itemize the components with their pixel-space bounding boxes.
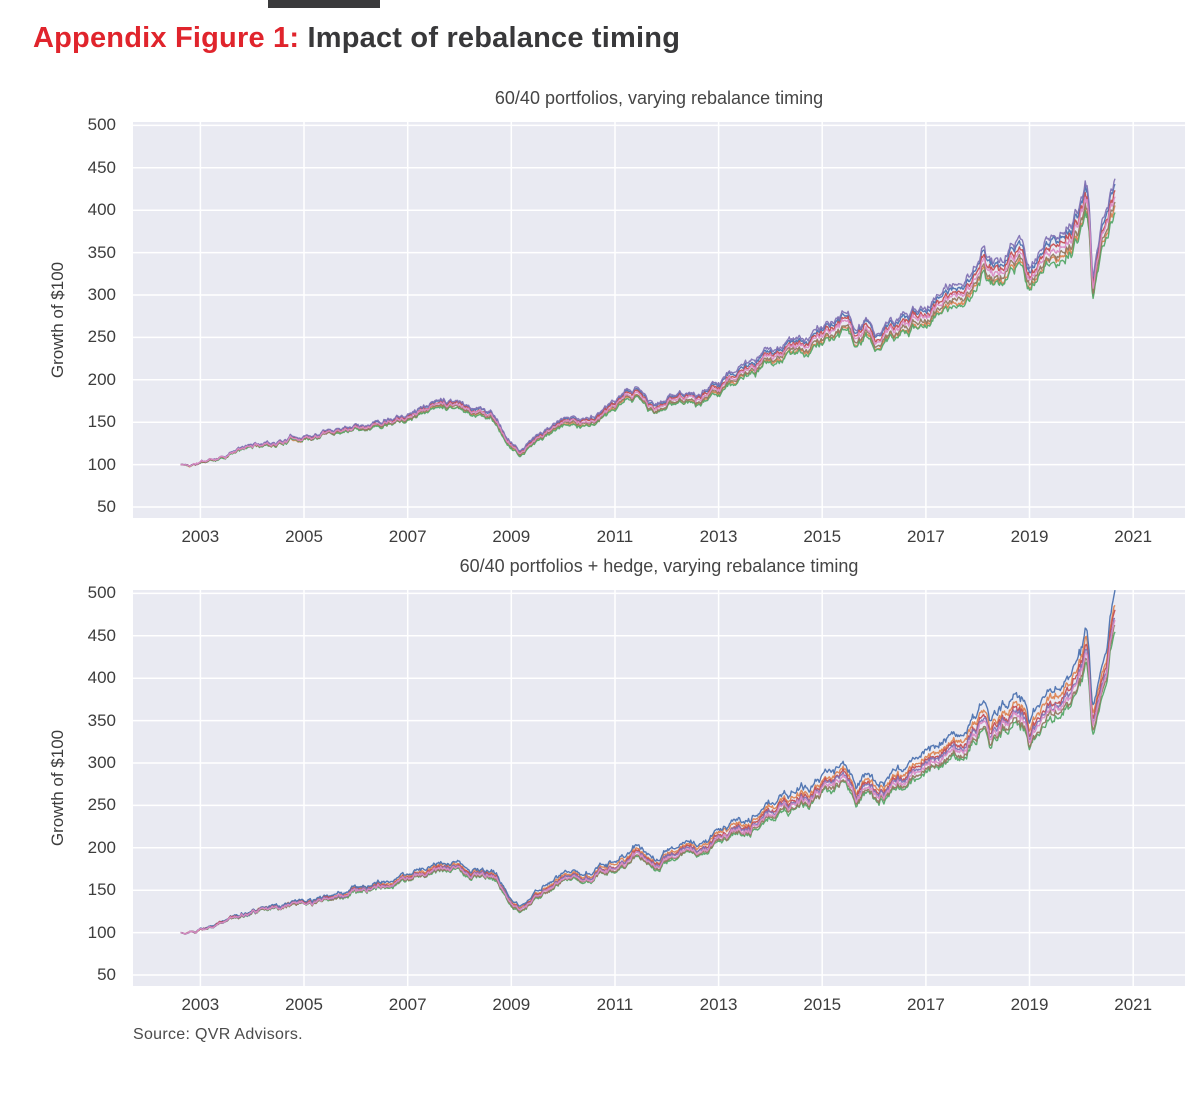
series-line	[180, 604, 1116, 935]
x-tick-label: 2009	[492, 995, 531, 1014]
y-tick-label: 150	[87, 412, 116, 432]
figure-label: Appendix Figure 1:	[33, 22, 300, 54]
series-line	[180, 631, 1116, 935]
x-tick-label: 2019	[1010, 527, 1049, 546]
x-tick-label: 2021	[1114, 527, 1153, 546]
y-tick-label: 350	[87, 710, 116, 730]
figure-title: Appendix Figure 1: Impact of rebalance t…	[33, 22, 680, 55]
source-note: Source: QVR Advisors.	[133, 1026, 303, 1043]
chart-6040-portfolios: 60/40 portfolios, varying rebalance timi…	[0, 88, 1185, 551]
cropped-header-artifact	[268, 0, 380, 8]
series-line	[180, 196, 1116, 467]
series-line	[180, 617, 1116, 935]
y-tick-label: 200	[87, 837, 116, 857]
y-tick-label: 150	[87, 880, 116, 900]
series-line	[180, 201, 1116, 467]
y-tick-label: 500	[87, 583, 116, 603]
x-tick-label: 2015	[803, 527, 842, 546]
series-line	[180, 624, 1116, 935]
x-tick-labels: 2003 2005 2007 2009 2011 2013 2015 2017 2019 2021	[133, 995, 1185, 1019]
y-tick-label: 400	[87, 668, 116, 688]
x-tick-label: 2013	[699, 527, 738, 546]
x-tick-label: 2003	[181, 527, 220, 546]
series-line	[180, 209, 1116, 467]
x-tick-label: 2007	[388, 527, 427, 546]
axes-title: 60/40 portfolios + hedge, varying rebala…	[459, 556, 859, 576]
series-line	[180, 609, 1116, 935]
series-line	[180, 619, 1116, 935]
y-tick-label: 250	[87, 327, 116, 347]
y-tick-label: 250	[87, 795, 116, 815]
y-tick-label: 500	[87, 115, 116, 135]
x-tick-label: 2009	[492, 527, 531, 546]
line-chart-canvas	[133, 590, 1185, 986]
x-tick-label: 2013	[699, 995, 738, 1014]
x-tick-label: 2011	[596, 995, 634, 1014]
figure-title-text: Impact of rebalance timing	[299, 22, 681, 54]
y-tick-label: 50	[97, 496, 116, 516]
y-tick-label: 450	[87, 157, 116, 177]
x-tick-label: 2015	[803, 995, 842, 1014]
x-tick-label: 2005	[285, 995, 323, 1014]
x-tick-label: 2003	[181, 995, 220, 1014]
y-tick-label: 300	[87, 752, 116, 772]
y-tick-label: 100	[87, 454, 116, 474]
x-tick-label: 2005	[285, 527, 323, 546]
gridlines	[133, 122, 1185, 518]
y-tick-label: 350	[87, 242, 116, 262]
series-line	[180, 205, 1116, 468]
series-line	[180, 183, 1116, 467]
y-tick-labels: 50 100 150 200 250 300 350 400 450 500	[0, 115, 122, 518]
x-tick-label: 2021	[1114, 995, 1153, 1014]
plot-area	[133, 590, 1185, 986]
chart-6040-plus-hedge: 60/40 portfolios + hedge, varying rebala…	[0, 468, 1200, 1068]
y-tick-label: 50	[97, 964, 116, 984]
axes-title: 60/40 portfolios, varying rebalance timi…	[494, 88, 824, 108]
y-tick-label: 300	[87, 284, 116, 304]
series-line	[180, 590, 1116, 935]
y-tick-label: 100	[87, 922, 116, 942]
series-line	[180, 190, 1116, 467]
x-tick-label: 2017	[906, 527, 945, 546]
x-tick-label: 2007	[388, 995, 427, 1014]
x-tick-label: 2017	[906, 995, 945, 1014]
x-tick-label: 2019	[1010, 995, 1049, 1014]
series-line	[180, 178, 1116, 467]
y-tick-labels: 50 100 150 200 250 300 350 400 450 500	[0, 583, 122, 986]
x-tick-label: 2011	[596, 527, 634, 546]
y-tick-label: 200	[87, 369, 116, 389]
y-tick-label: 450	[87, 625, 116, 645]
x-tick-labels: 2003 2005 2007 2009 2011 2013 2015 2017 2019 2021	[133, 527, 1185, 551]
plot-area	[133, 122, 1185, 518]
gridlines	[133, 590, 1185, 986]
y-tick-label: 400	[87, 200, 116, 220]
line-chart-canvas	[133, 122, 1185, 518]
